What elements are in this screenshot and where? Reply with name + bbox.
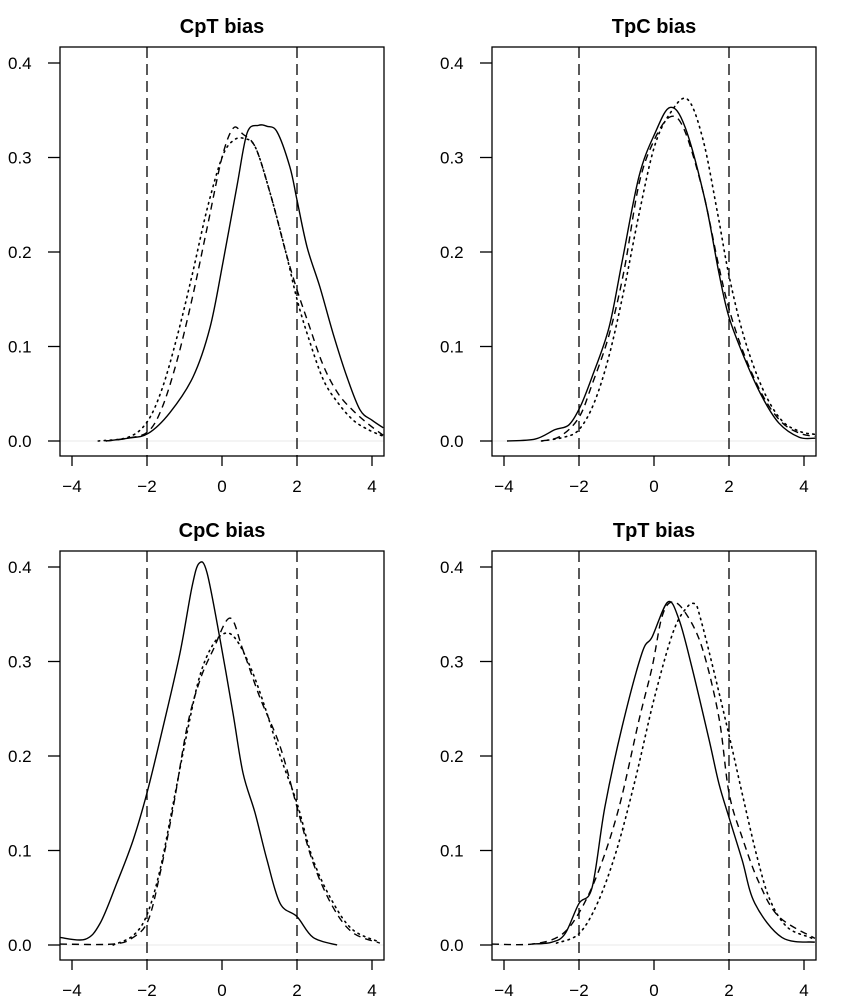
density-curve-solid — [506, 106, 816, 442]
y-tick-label: 0.3 — [440, 149, 464, 168]
x-tick-label: 2 — [292, 477, 301, 496]
density-curve-dotted — [540, 97, 816, 442]
series-group — [506, 97, 816, 442]
y-tick-label: 0.2 — [8, 243, 32, 262]
y-tick-label: 0.2 — [8, 747, 32, 766]
density-curve-dotted — [555, 602, 816, 944]
x-tick-label: −4 — [494, 981, 513, 1000]
panel-cpc: CpC bias −4 −2 0 2 4 0.0 0.1 0.2 0.3 0.4 — [8, 520, 385, 1000]
series-group — [492, 600, 816, 946]
series-group — [97, 124, 384, 442]
density-curve-solid — [532, 600, 815, 945]
panel-title: TpT bias — [613, 520, 695, 542]
plot-frame — [491, 550, 817, 961]
y-tick-label: 0.4 — [8, 558, 32, 577]
plot-frame — [491, 46, 817, 457]
plot-frame — [59, 46, 385, 457]
x-tick-label: −4 — [494, 477, 513, 496]
plot-frame — [59, 550, 385, 961]
x-tick-label: −2 — [569, 981, 588, 1000]
panel-tpt: TpT bias −4 −2 0 2 4 0.0 0.1 0.2 0.3 0.4 — [440, 520, 817, 1000]
x-tick-label: 0 — [649, 981, 658, 1000]
x-tick-label: 0 — [217, 477, 226, 496]
y-tick-label: 0.1 — [8, 842, 32, 861]
y-tick-label: 0.0 — [8, 432, 32, 451]
y-tick-label: 0.0 — [440, 432, 464, 451]
y-tick-label: 0.1 — [440, 338, 464, 357]
density-curve-dashed — [541, 115, 816, 442]
x-tick-label: 0 — [217, 981, 226, 1000]
y-tick-label: 0.4 — [8, 54, 32, 73]
y-tick-label: 0.0 — [440, 936, 464, 955]
y-tick-label: 0.4 — [440, 558, 464, 577]
density-curve-dotted — [97, 137, 384, 442]
x-tick-label: 4 — [799, 477, 808, 496]
y-tick-label: 0.3 — [440, 653, 464, 672]
density-curve-solid — [105, 124, 384, 442]
series-group — [60, 561, 381, 946]
y-tick-label: 0.1 — [8, 338, 32, 357]
x-tick-label: 0 — [649, 477, 658, 496]
x-tick-label: −4 — [62, 981, 81, 1000]
density-curve-dashed — [105, 126, 384, 442]
y-tick-label: 0.0 — [8, 936, 32, 955]
panel-title: TpC bias — [612, 16, 696, 38]
x-tick-label: −2 — [569, 477, 588, 496]
y-tick-label: 0.2 — [440, 243, 464, 262]
x-tick-label: 2 — [724, 477, 733, 496]
x-tick-label: −2 — [137, 477, 156, 496]
panel-title: CpT bias — [180, 16, 264, 38]
y-tick-label: 0.2 — [440, 747, 464, 766]
y-tick-label: 0.3 — [8, 653, 32, 672]
density-curve-dashed — [60, 617, 381, 946]
y-tick-label: 0.3 — [8, 149, 32, 168]
density-curve-dotted — [112, 632, 381, 946]
panel-title: CpC bias — [179, 520, 266, 542]
density-curve-dashed — [492, 601, 816, 946]
x-tick-label: 2 — [724, 981, 733, 1000]
y-tick-label: 0.1 — [440, 842, 464, 861]
x-tick-label: 2 — [292, 981, 301, 1000]
x-tick-label: 4 — [367, 981, 376, 1000]
x-tick-label: 4 — [799, 981, 808, 1000]
density-curve-solid — [60, 561, 338, 946]
x-tick-label: −2 — [137, 981, 156, 1000]
panel-tpc: TpC bias −4 −2 0 2 4 0.0 0.1 0.2 0.3 0.4 — [440, 16, 817, 496]
x-tick-label: −4 — [62, 477, 81, 496]
x-tick-label: 4 — [367, 477, 376, 496]
y-tick-label: 0.4 — [440, 54, 464, 73]
panel-cpt: CpT bias −4 −2 0 2 4 0.0 0.1 0.2 0.3 0.4 — [8, 16, 385, 496]
